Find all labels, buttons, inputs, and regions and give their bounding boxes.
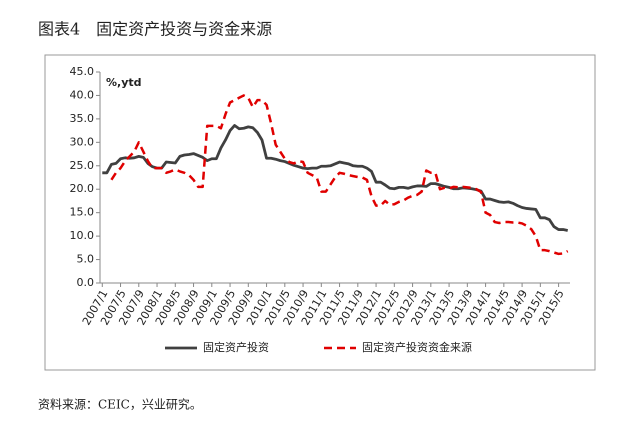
series-line xyxy=(102,124,568,232)
y-tick-label: 15.0 xyxy=(70,206,95,219)
chart-title: 图表4 固定资产投资与资金来源 xyxy=(38,20,272,39)
y-tick-label: 45.0 xyxy=(70,65,95,78)
y-tick-label: 10.0 xyxy=(70,229,95,242)
legend-label: 固定资产投资 xyxy=(203,340,269,354)
y-tick-label: 35.0 xyxy=(70,112,95,125)
y-tick-label: 0.0 xyxy=(77,276,95,289)
y-tick-label: 20.0 xyxy=(70,182,95,195)
y-tick-label: 30.0 xyxy=(70,135,95,148)
legend-label: 固定资产投资资金来源 xyxy=(362,340,472,354)
y-tick-label: 25.0 xyxy=(70,159,95,172)
source-note: 资料来源：CEIC，兴业研究。 xyxy=(38,397,202,412)
chart-border xyxy=(44,54,596,371)
y-axis-label: %,ytd xyxy=(106,76,142,89)
y-tick-label: 40.0 xyxy=(70,88,95,101)
y-tick-label: 5.0 xyxy=(77,253,95,266)
series-line xyxy=(110,94,569,256)
